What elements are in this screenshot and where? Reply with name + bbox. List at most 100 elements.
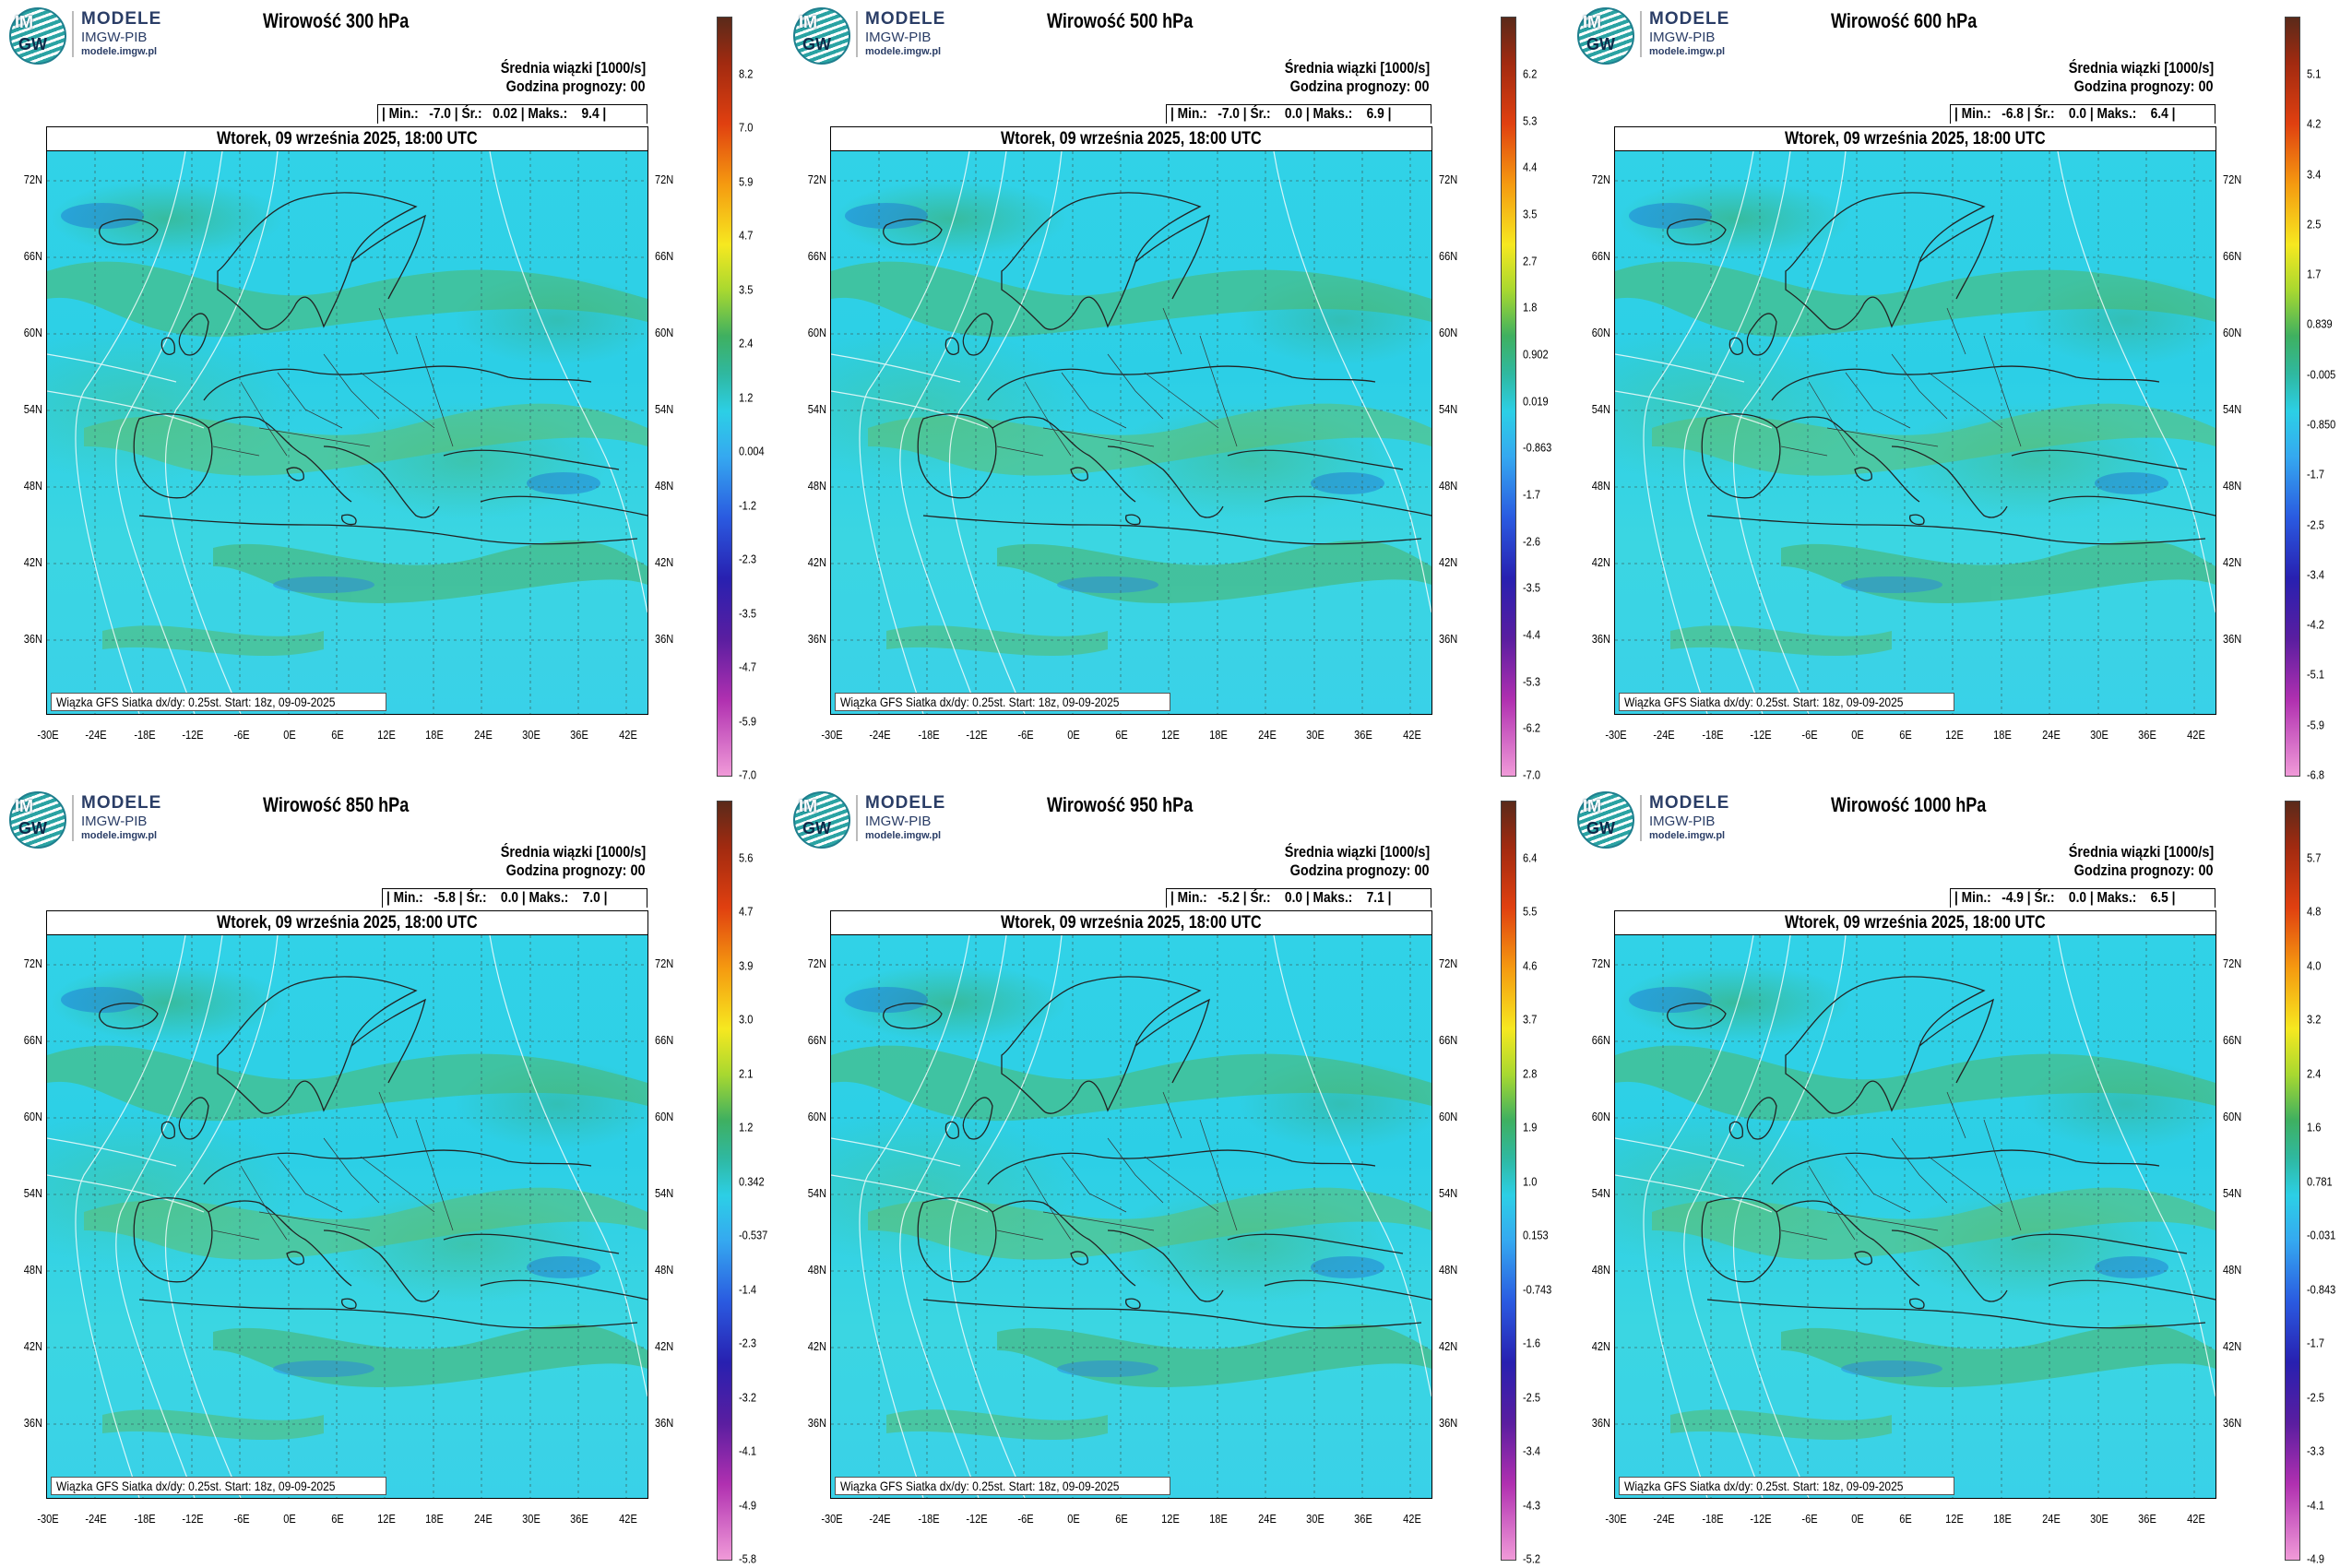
lon-label: 42E <box>2186 1512 2205 1526</box>
lon-label: 18E <box>1209 728 1229 742</box>
lat-label-right: 72N <box>655 956 674 970</box>
valid-date-bar: Wtorek, 09 września 2025, 18:00 UTC <box>1614 910 2216 935</box>
lon-label: 18E <box>1209 1512 1229 1526</box>
vorticity-field <box>1615 1045 2215 1441</box>
lat-label-left: 36N <box>807 632 826 646</box>
lon-label: 30E <box>522 1512 540 1526</box>
map-drawing <box>47 935 647 1498</box>
lon-label: 0E <box>1851 728 1864 742</box>
lon-label: 24E <box>473 1512 493 1526</box>
panel-title: Wirowość 500 hPa <box>1047 9 1194 32</box>
lon-label: 18E <box>425 1512 445 1526</box>
colorbar-tick-label: -6.8 <box>2307 767 2325 782</box>
vorticity-map-panel-2: IM GW MODELE IMGW-PIB modele.imgw.pl Wirowość… <box>784 0 1568 784</box>
panel-title: Wirowość 600 hPa <box>1831 9 1978 32</box>
colorbar-tick-label: -3.5 <box>1523 580 1541 595</box>
lat-label-right: 48N <box>2223 1263 2242 1277</box>
lat-label-right: 60N <box>655 1110 674 1123</box>
logo-line-url: modele.imgw.pl <box>865 46 942 57</box>
stats-text: | Min.: -7.0 | Śr.: 0.0 | Maks.: 6.9 | <box>1170 106 1392 122</box>
stats-box: | Min.: -4.9 | Śr.: 0.0 | Maks.: 6.5 | <box>1949 888 2215 908</box>
map-drawing <box>831 935 1431 1498</box>
colorbar-tick-label: -4.1 <box>2307 1498 2325 1513</box>
lat-label-left: 48N <box>1591 1263 1610 1277</box>
lat-label-left: 42N <box>23 1339 42 1353</box>
colorbar-tick-label: -3.5 <box>739 606 757 621</box>
imgw-logo: IM GW MODELE IMGW-PIB modele.imgw.pl <box>9 7 175 65</box>
lon-label: -18E <box>134 1512 156 1526</box>
colorbar-tick-label: -7.0 <box>739 767 757 782</box>
imgw-logo-emblem-icon <box>1577 7 1634 65</box>
colorbar-tick-label: 1.2 <box>739 390 754 405</box>
legend-title: Średnia wiązki [1000/s] <box>500 843 646 861</box>
lon-label: -12E <box>182 728 204 742</box>
lat-label-left: 36N <box>23 632 42 646</box>
vorticity-map-panel-6: IM GW MODELE IMGW-PIB modele.imgw.pl Wirowość… <box>1568 784 2352 1568</box>
colorbar <box>1501 17 1516 777</box>
lon-label: 12E <box>376 1512 396 1526</box>
logo-text-gw: GW <box>802 35 831 53</box>
lat-label-right: 60N <box>2223 326 2242 339</box>
vorticity-map: Wiązka GFS Siatka dx/dy: 0.25st. Start: … <box>1614 150 2216 715</box>
valid-date: Wtorek, 09 września 2025, 18:00 UTC <box>1785 129 2046 148</box>
lat-label-right: 54N <box>1439 1186 1458 1200</box>
lon-label: 24E <box>2041 728 2061 742</box>
lon-label: -30E <box>1605 728 1627 742</box>
logo-line-url: modele.imgw.pl <box>81 830 158 841</box>
lat-label-left: 66N <box>23 249 42 263</box>
colorbar-tick-label: -5.9 <box>739 714 757 729</box>
imgw-logo: IM GW MODELE IMGW-PIB modele.imgw.pl <box>793 791 959 849</box>
valid-date-bar: Wtorek, 09 września 2025, 18:00 UTC <box>46 910 648 935</box>
lat-label-left: 54N <box>1591 1186 1610 1200</box>
colorbar-tick-label: 0.342 <box>739 1174 765 1189</box>
imgw-logo: IM GW MODELE IMGW-PIB modele.imgw.pl <box>793 7 959 65</box>
model-source-box: Wiązka GFS Siatka dx/dy: 0.25st. Start: … <box>835 693 1170 711</box>
lat-label-left: 54N <box>23 402 42 416</box>
colorbar-tick-label: -6.2 <box>1523 720 1541 735</box>
colorbar-tick-label: 6.2 <box>1523 66 1538 81</box>
forecast-hour: Godzina prognozy: 00 <box>1290 77 1430 95</box>
lat-label-left: 42N <box>807 1339 826 1353</box>
lat-label-right: 72N <box>2223 172 2242 186</box>
geopotential-isolines <box>1615 935 2215 1498</box>
logo-divider <box>72 11 74 57</box>
colorbar <box>2285 801 2300 1561</box>
lat-label-right: 48N <box>655 1263 674 1277</box>
colorbar-tick-label: -5.8 <box>739 1551 757 1566</box>
lat-label-left: 48N <box>23 1263 42 1277</box>
lat-label-right: 66N <box>655 1033 674 1047</box>
colorbar-tick-label: 1.2 <box>739 1120 754 1134</box>
lon-label: -6E <box>232 1512 250 1526</box>
logo-line-url: modele.imgw.pl <box>81 46 158 57</box>
lon-label: -18E <box>918 728 940 742</box>
valid-date: Wtorek, 09 września 2025, 18:00 UTC <box>1785 913 2046 932</box>
colorbar-tick-label: 4.2 <box>2307 116 2322 131</box>
lat-label-right: 42N <box>2223 1339 2242 1353</box>
lat-label-left: 36N <box>807 1416 826 1430</box>
logo-line-modele: MODELE <box>81 793 162 813</box>
lat-label-right: 36N <box>655 632 674 646</box>
valid-date: Wtorek, 09 września 2025, 18:00 UTC <box>217 129 478 148</box>
lon-label: -12E <box>182 1512 204 1526</box>
colorbar-tick-label: -0.005 <box>2307 367 2336 382</box>
lon-label: -30E <box>821 1512 843 1526</box>
vorticity-map-panel-1: IM GW MODELE IMGW-PIB modele.imgw.pl Wirowość… <box>0 0 784 784</box>
logo-line-imgw: IMGW-PIB <box>1649 30 1716 45</box>
valid-date-bar: Wtorek, 09 września 2025, 18:00 UTC <box>46 126 648 151</box>
vorticity-map: Wiązka GFS Siatka dx/dy: 0.25st. Start: … <box>830 150 1432 715</box>
stats-text: | Min.: -4.9 | Śr.: 0.0 | Maks.: 6.5 | <box>1954 890 2176 906</box>
coastlines <box>1667 192 2215 545</box>
lon-label: -12E <box>1750 1512 1772 1526</box>
logo-line-url: modele.imgw.pl <box>865 830 942 841</box>
lon-label: -6E <box>1800 728 1818 742</box>
lat-label-left: 66N <box>1591 1033 1610 1047</box>
coastlines <box>883 192 1431 545</box>
forecast-hour: Godzina prognozy: 00 <box>2074 861 2214 879</box>
colorbar-tick-label: -3.3 <box>2307 1443 2325 1458</box>
lon-label: -6E <box>1016 1512 1034 1526</box>
vorticity-map-panel-3: IM GW MODELE IMGW-PIB modele.imgw.pl Wirowość… <box>1568 0 2352 784</box>
lat-label-right: 36N <box>655 1416 674 1430</box>
lon-label: 12E <box>1160 728 1180 742</box>
colorbar-tick-label: 0.004 <box>739 444 765 458</box>
stats-box: | Min.: -5.8 | Śr.: 0.0 | Maks.: 7.0 | <box>381 888 647 908</box>
